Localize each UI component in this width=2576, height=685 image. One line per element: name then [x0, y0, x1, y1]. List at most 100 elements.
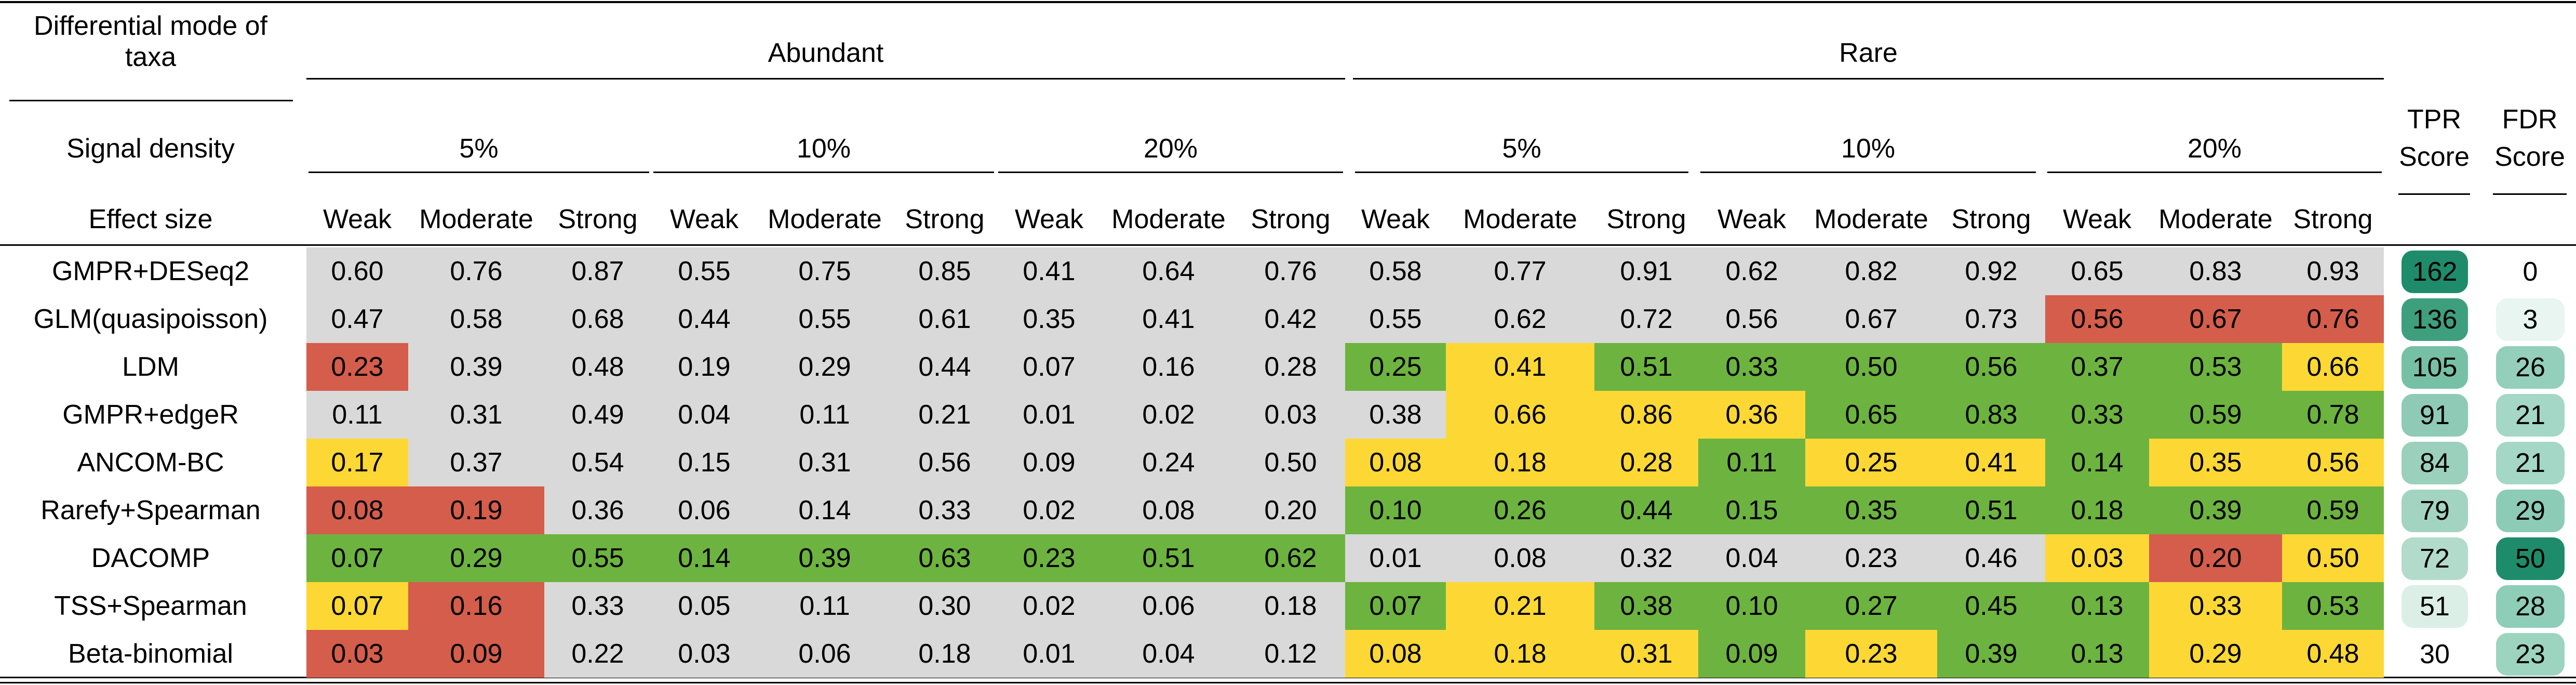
fdr-underline — [2493, 193, 2567, 195]
data-cell: 0.50 — [2282, 534, 2384, 582]
cell-value: 0.54 — [571, 447, 624, 478]
data-cell: 0.55 — [651, 247, 757, 295]
data-cell: 0.02 — [997, 582, 1101, 630]
fdr-score: 0 — [2496, 251, 2565, 293]
row-label: TSS+Spearman — [54, 591, 247, 621]
data-cell: 0.28 — [1236, 343, 1345, 391]
data-cell: 0.44 — [892, 343, 997, 391]
tpr-score: 136 — [2401, 298, 2468, 341]
header-effect-5: Moderate — [768, 204, 882, 234]
data-cell: 0.08 — [1345, 630, 1446, 678]
cell-value: 0.31 — [798, 447, 851, 478]
header-effect-15: Strong — [1951, 204, 2031, 234]
cell-value: 0.56 — [1725, 304, 1778, 334]
header-effect-size: Effect size — [88, 204, 213, 234]
cell-value: 0.59 — [2306, 495, 2359, 525]
data-cell: 0.45 — [1937, 582, 2045, 630]
cell-value: 0.16 — [450, 591, 503, 621]
cell-value: 0.04 — [678, 400, 731, 430]
data-cell: 0.76 — [408, 247, 544, 295]
data-cell: 0.01 — [997, 630, 1101, 678]
data-cell: 0.15 — [651, 439, 757, 486]
data-cell: 0.11 — [1698, 439, 1805, 486]
cell-value: 0.15 — [1725, 495, 1778, 525]
header-tpr-line2: Score — [2399, 142, 2470, 172]
header-effect-9: Strong — [1251, 204, 1331, 234]
data-cell: 0.44 — [651, 295, 757, 343]
cell-value: 0.41 — [1023, 256, 1076, 286]
data-cell: 0.50 — [1805, 343, 1937, 391]
cell-value: 0.68 — [571, 304, 624, 334]
cell-value: 0.07 — [331, 591, 384, 621]
data-cell: 0.07 — [306, 534, 408, 582]
data-cell: 0.15 — [1698, 486, 1805, 534]
cell-value: 0.51 — [1965, 495, 2018, 525]
data-cell: 0.16 — [408, 582, 544, 630]
data-cell: 0.91 — [1594, 247, 1698, 295]
cell-value: 0.33 — [2189, 591, 2242, 621]
data-cell: 0.46 — [1937, 534, 2045, 582]
data-cell: 0.53 — [2282, 582, 2384, 630]
data-cell: 0.68 — [544, 295, 651, 343]
data-cell: 0.65 — [2045, 247, 2149, 295]
cell-value: 0.03 — [678, 639, 731, 669]
cell-value: 0.29 — [2189, 639, 2242, 669]
header-effect-4: Weak — [670, 204, 739, 234]
header-mode-label: Differential mode of taxa — [5, 10, 296, 73]
cell-value: 0.49 — [571, 400, 624, 430]
data-cell: 0.37 — [408, 439, 544, 486]
data-cell: 0.01 — [1345, 534, 1446, 582]
data-cell: 0.08 — [306, 486, 408, 534]
cell-value: 0.66 — [1494, 400, 1547, 430]
cell-value: 0.07 — [1023, 352, 1076, 382]
header-effect-17: Moderate — [2158, 204, 2273, 234]
cell-value: 0.29 — [798, 352, 851, 382]
data-cell: 0.02 — [997, 486, 1101, 534]
cell-value: 0.23 — [1023, 543, 1076, 573]
cell-value: 0.37 — [2071, 352, 2124, 382]
row-label: GLM(quasipoisson) — [33, 304, 268, 334]
cell-value: 0.14 — [798, 495, 851, 525]
cell-value: 0.91 — [1620, 256, 1673, 286]
data-cell: 0.33 — [544, 582, 651, 630]
cell-value: 0.77 — [1494, 256, 1547, 286]
header-effect-13: Weak — [1718, 204, 1786, 234]
cell-value: 0.14 — [678, 543, 731, 573]
data-cell: 0.39 — [757, 534, 892, 582]
cell-value: 0.02 — [1023, 591, 1076, 621]
data-cell: 0.82 — [1805, 247, 1937, 295]
header-effect-2: Moderate — [419, 204, 533, 234]
cell-value: 0.78 — [2306, 400, 2359, 430]
cell-value: 0.33 — [918, 495, 971, 525]
data-cell: 0.67 — [2149, 295, 2282, 343]
cell-value: 0.50 — [1845, 352, 1898, 382]
cell-value: 0.48 — [571, 352, 624, 382]
data-cell: 0.67 — [1805, 295, 1937, 343]
cell-value: 0.76 — [2306, 304, 2359, 334]
cell-value: 0.20 — [1264, 495, 1317, 525]
data-cell: 0.07 — [1345, 582, 1446, 630]
cell-value: 0.42 — [1264, 304, 1317, 334]
data-cell: 0.83 — [2149, 247, 2282, 295]
cell-value: 0.65 — [2071, 256, 2124, 286]
cell-value: 0.44 — [678, 304, 731, 334]
data-cell: 0.93 — [2282, 247, 2384, 295]
data-cell: 0.41 — [1937, 439, 2045, 486]
cell-value: 0.53 — [2189, 352, 2242, 382]
header-abundant: Abundant — [768, 38, 884, 68]
header-effect-16: Weak — [2063, 204, 2131, 234]
fdr-score: 50 — [2496, 537, 2565, 580]
cell-value: 0.03 — [331, 639, 384, 669]
cell-value: 0.25 — [1369, 352, 1422, 382]
header-mode-line2: taxa — [125, 42, 177, 72]
cell-value: 0.56 — [918, 447, 971, 478]
data-cell: 0.72 — [1594, 295, 1698, 343]
cell-value: 0.82 — [1845, 256, 1898, 286]
data-cell: 0.41 — [1446, 343, 1594, 391]
data-cell: 0.56 — [892, 439, 997, 486]
data-cell: 0.85 — [892, 247, 997, 295]
header-mode-line1: Differential mode of — [34, 11, 267, 41]
data-cell: 0.36 — [544, 486, 651, 534]
data-cell: 0.14 — [757, 486, 892, 534]
cell-value: 0.30 — [918, 591, 971, 621]
